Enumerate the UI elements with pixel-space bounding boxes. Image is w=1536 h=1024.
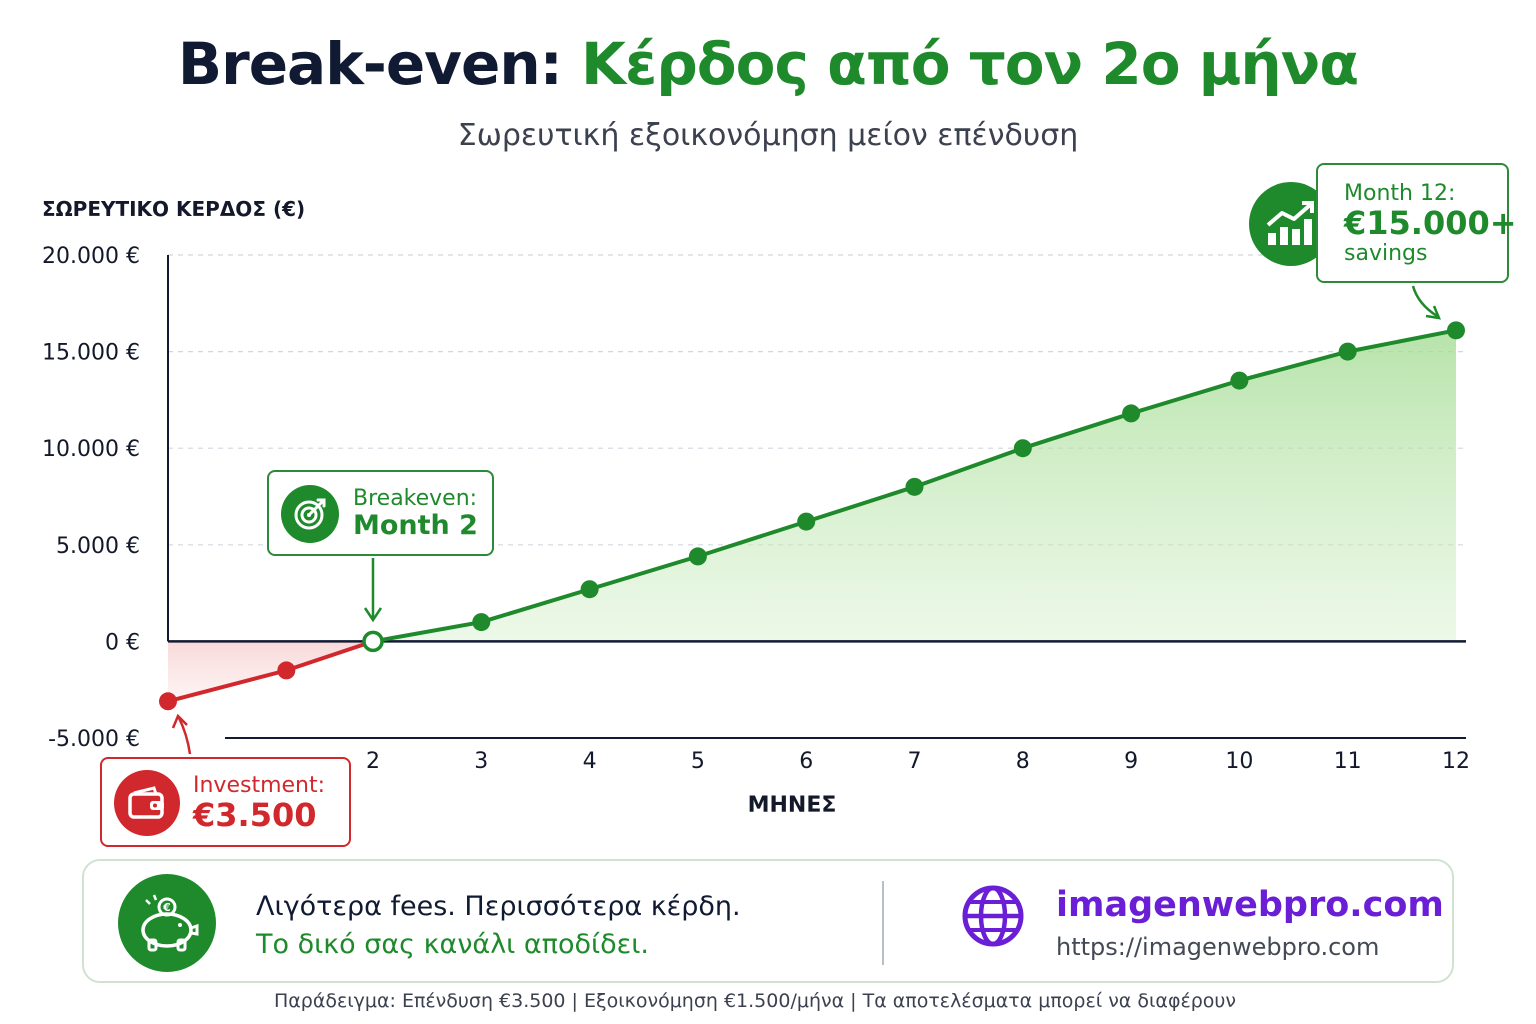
data-point xyxy=(159,692,177,711)
profit-area xyxy=(373,330,1456,642)
website-name-link[interactable]: imagenwebpro.com xyxy=(1056,885,1444,925)
data-point xyxy=(1447,321,1465,340)
x-tick-label: 3 xyxy=(474,749,488,774)
data-point xyxy=(472,613,491,632)
x-tick-label: 8 xyxy=(1016,749,1030,774)
svg-text:€: € xyxy=(162,901,171,914)
investment-arrow xyxy=(177,717,192,755)
x-tick-label: 10 xyxy=(1225,749,1253,774)
title-part-dark: Break-even: xyxy=(177,30,563,98)
x-tick-label: 5 xyxy=(691,749,705,774)
page-title: Break-even: Κέρδος από τον 2ο μήνα xyxy=(0,30,1536,98)
investment-callout: Investment: €3.500 xyxy=(100,757,351,847)
data-point xyxy=(580,580,599,599)
x-tick-label: 4 xyxy=(583,749,597,774)
x-tick-label: 9 xyxy=(1124,749,1138,774)
page-subtitle: Σωρευτική εξοικονόμηση μείον επένδυση xyxy=(457,118,1079,153)
month12-sub: savings xyxy=(1344,241,1428,267)
data-point xyxy=(1338,342,1357,361)
website-url-link[interactable]: https://imagenwebpro.com xyxy=(1056,933,1380,961)
investment-arrow-head xyxy=(171,713,188,729)
x-tick-label: 6 xyxy=(799,749,813,774)
footer-tagline-2: Το δικό σας κανάλι αποδίδει. xyxy=(256,929,649,960)
y-axis-label: ΣΩΡΕΥΤΙΚΟ ΚΕΡΔΟΣ (€) xyxy=(42,197,305,221)
investment-value: €3.500 xyxy=(193,796,317,834)
x-tick-label: 11 xyxy=(1334,749,1362,774)
breakeven-arrow-head xyxy=(363,607,383,623)
wallet-icon xyxy=(114,770,180,836)
breakeven-chart: 20.000 € 15.000 € 10.000 € 5.000 € 0 € -5.000… xyxy=(42,197,1470,818)
month12-arrow xyxy=(1411,285,1438,318)
globe-icon xyxy=(960,883,1026,953)
month12-label: Month 12: xyxy=(1344,181,1456,206)
footnote: Παράδειγμα: Επένδυση €3.500 | Εξοικονόμη… xyxy=(273,990,1237,1012)
breakeven-point xyxy=(362,630,384,653)
data-point xyxy=(1230,371,1249,390)
x-tick-label: 7 xyxy=(908,749,922,774)
month12-value: €15.000+ xyxy=(1344,204,1517,242)
y-tick-label: 5.000 € xyxy=(56,534,140,559)
breakeven-callout: Breakeven: Month 2 xyxy=(267,470,494,556)
y-tick-label: 0 € xyxy=(105,630,140,655)
y-tick-label: 10.000 € xyxy=(42,437,140,462)
investment-label: Investment: xyxy=(193,773,326,798)
footer-card: € Λιγότερα fees. Περισσότερα κέρδη. Το δ… xyxy=(82,859,1454,983)
month12-callout: Month 12: €15.000+ savings xyxy=(1316,163,1517,283)
target-icon xyxy=(281,485,339,543)
y-tick-label: -5.000 € xyxy=(48,727,140,752)
title-part-green: Κέρδος από τον 2ο μήνα xyxy=(581,30,1359,98)
footer-divider xyxy=(882,881,884,965)
data-point xyxy=(277,661,296,680)
footer-tagline-1: Λιγότερα fees. Περισσότερα κέρδη. xyxy=(256,891,741,922)
data-point xyxy=(1013,439,1032,458)
x-tick-label: 12 xyxy=(1442,749,1470,774)
data-point xyxy=(797,512,816,531)
y-tick-label: 20.000 € xyxy=(42,244,140,269)
breakeven-label: Breakeven: xyxy=(353,486,478,511)
piggy-bank-icon: € xyxy=(118,874,216,972)
breakeven-value: Month 2 xyxy=(353,510,478,541)
x-tick-label: 2 xyxy=(366,749,380,774)
month12-arrow-head xyxy=(1425,305,1442,320)
data-point xyxy=(1122,404,1141,423)
data-point xyxy=(688,547,707,566)
x-axis-label: ΜΗΝΕΣ xyxy=(748,793,837,818)
y-tick-label: 15.000 € xyxy=(42,341,140,366)
data-point xyxy=(905,477,924,496)
